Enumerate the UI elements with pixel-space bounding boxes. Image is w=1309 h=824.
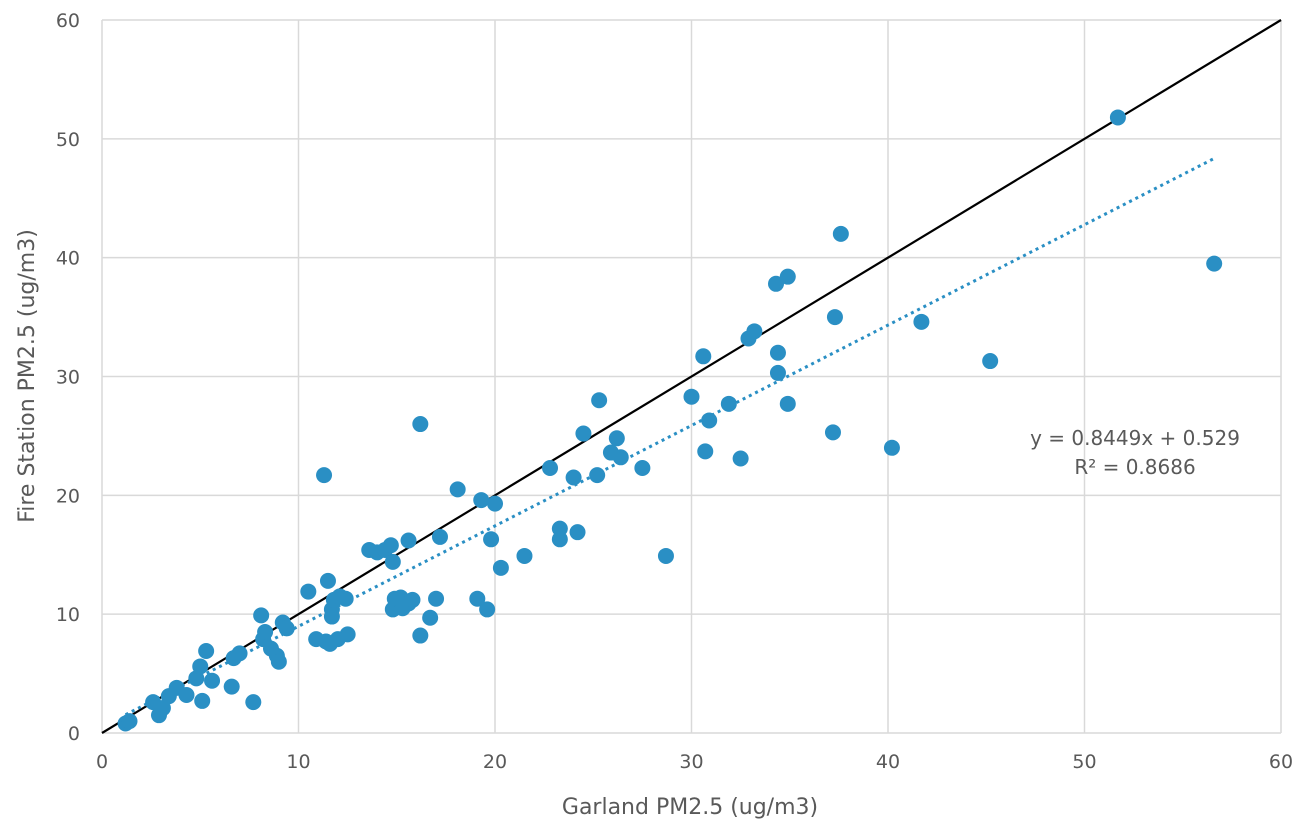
data-points: [117, 109, 1223, 732]
y-tick-label: 30: [56, 367, 80, 389]
x-tick-label: 10: [286, 751, 310, 773]
data-point: [339, 626, 356, 643]
data-point: [469, 590, 486, 607]
data-point: [634, 460, 651, 477]
x-tick-label: 30: [679, 751, 703, 773]
data-point: [384, 553, 401, 570]
data-point: [253, 607, 270, 624]
data-point: [449, 481, 466, 498]
r-squared-label: R² = 0.8686: [1074, 455, 1195, 479]
y-tick-label: 60: [56, 10, 80, 32]
data-point: [720, 395, 737, 412]
data-point: [257, 623, 274, 640]
data-point: [382, 537, 399, 554]
y-tick-label: 40: [56, 248, 80, 270]
data-point: [701, 412, 718, 429]
data-point: [192, 658, 209, 675]
data-point: [657, 547, 674, 564]
data-point: [121, 713, 138, 730]
y-tick-label: 0: [68, 723, 80, 745]
data-point: [178, 686, 195, 703]
data-point: [204, 672, 221, 689]
data-point: [278, 620, 295, 637]
data-point: [479, 601, 496, 618]
data-point: [428, 590, 445, 607]
data-point: [487, 495, 503, 512]
data-point: [779, 268, 796, 285]
data-point: [683, 388, 700, 405]
data-point: [769, 364, 786, 381]
data-point: [483, 531, 500, 548]
data-point: [982, 353, 999, 370]
data-point: [245, 694, 262, 711]
data-point: [400, 532, 417, 549]
one-to-one-line: [101, 19, 1282, 734]
data-point: [769, 344, 786, 361]
data-point: [883, 439, 900, 456]
data-point: [492, 559, 509, 576]
x-tick-label: 60: [1269, 751, 1293, 773]
data-point: [565, 469, 582, 486]
data-point: [767, 275, 784, 292]
y-tick-label: 20: [56, 485, 80, 507]
data-point: [412, 416, 429, 433]
data-point: [826, 309, 843, 326]
data-point: [591, 392, 608, 409]
data-point: [695, 348, 712, 365]
data-point: [551, 520, 568, 537]
y-axis-title: Fire Station PM2.5 (ug/m3): [15, 229, 40, 523]
data-point: [824, 424, 841, 441]
data-point: [422, 609, 439, 626]
data-point: [832, 225, 849, 242]
data-point: [473, 492, 490, 509]
data-point: [779, 395, 796, 412]
data-point: [337, 590, 354, 607]
data-point: [913, 313, 930, 330]
data-point: [575, 425, 592, 442]
x-tick-label: 0: [96, 751, 108, 773]
data-point: [1206, 255, 1223, 272]
data-point: [612, 449, 629, 466]
data-point: [198, 643, 215, 660]
x-tick-label: 50: [1072, 751, 1096, 773]
data-point: [516, 547, 533, 564]
tick-labels: 0 10 20 30 40 50 60 0 10 20 30 40 50 60: [56, 10, 1293, 773]
data-point: [569, 524, 586, 541]
data-point: [732, 450, 749, 467]
y-tick-label: 10: [56, 604, 80, 626]
data-point: [231, 645, 248, 662]
data-point: [270, 653, 287, 670]
data-point: [404, 591, 421, 608]
data-point: [223, 678, 240, 695]
data-point: [1109, 109, 1126, 126]
data-point: [319, 572, 336, 589]
y-tick-label: 50: [56, 129, 80, 151]
data-point: [431, 528, 448, 545]
data-point: [589, 467, 606, 484]
x-tick-label: 40: [876, 751, 900, 773]
trendline: [124, 157, 1215, 717]
data-point: [300, 583, 317, 600]
gridlines: [101, 19, 1282, 734]
x-axis-title: Garland PM2.5 (ug/m3): [562, 795, 818, 820]
trendline-equation: y = 0.8449x + 0.529: [1030, 426, 1240, 450]
data-point: [412, 627, 429, 644]
data-point: [697, 443, 714, 460]
data-point: [542, 460, 559, 477]
data-point: [746, 323, 763, 340]
data-point: [608, 430, 625, 447]
data-point: [316, 467, 333, 484]
data-point: [194, 692, 211, 709]
data-point: [154, 700, 171, 717]
x-tick-label: 20: [483, 751, 507, 773]
